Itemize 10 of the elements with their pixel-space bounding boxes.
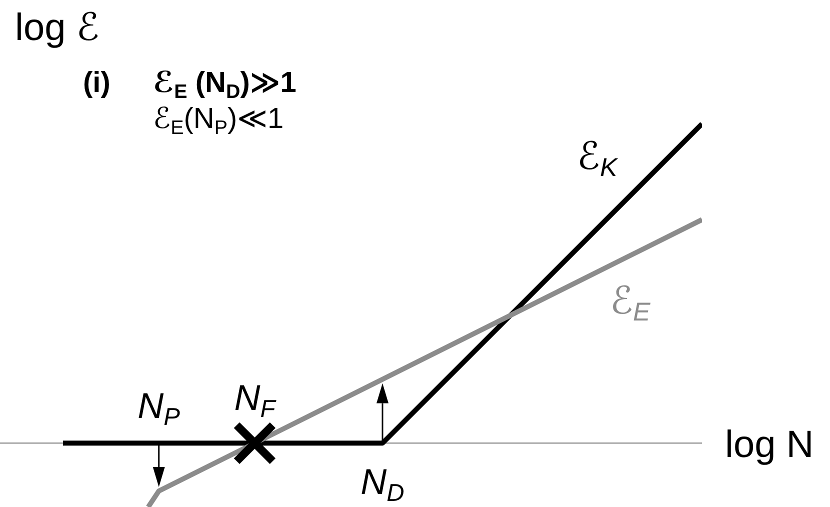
x-tick-label: N$_{P}$ (138, 385, 181, 431)
x-tick-label: N$_{F}$ (234, 377, 278, 423)
annotation: ℰ$_{E}$(N$_{P}$)≪1 (153, 103, 284, 139)
text: (i) (83, 67, 110, 99)
x-axis-title: log N (725, 424, 814, 466)
series-label: ℰ$_{E}$ (610, 280, 652, 327)
text: ℰ$_{E}$ (N$_{D}$)≫1 (153, 67, 296, 103)
x-tick-label: N$_{D}$ (360, 461, 404, 507)
series-label: ℰ$_{K}$ (577, 136, 620, 182)
y-axis-title: log ℰ (15, 7, 100, 49)
